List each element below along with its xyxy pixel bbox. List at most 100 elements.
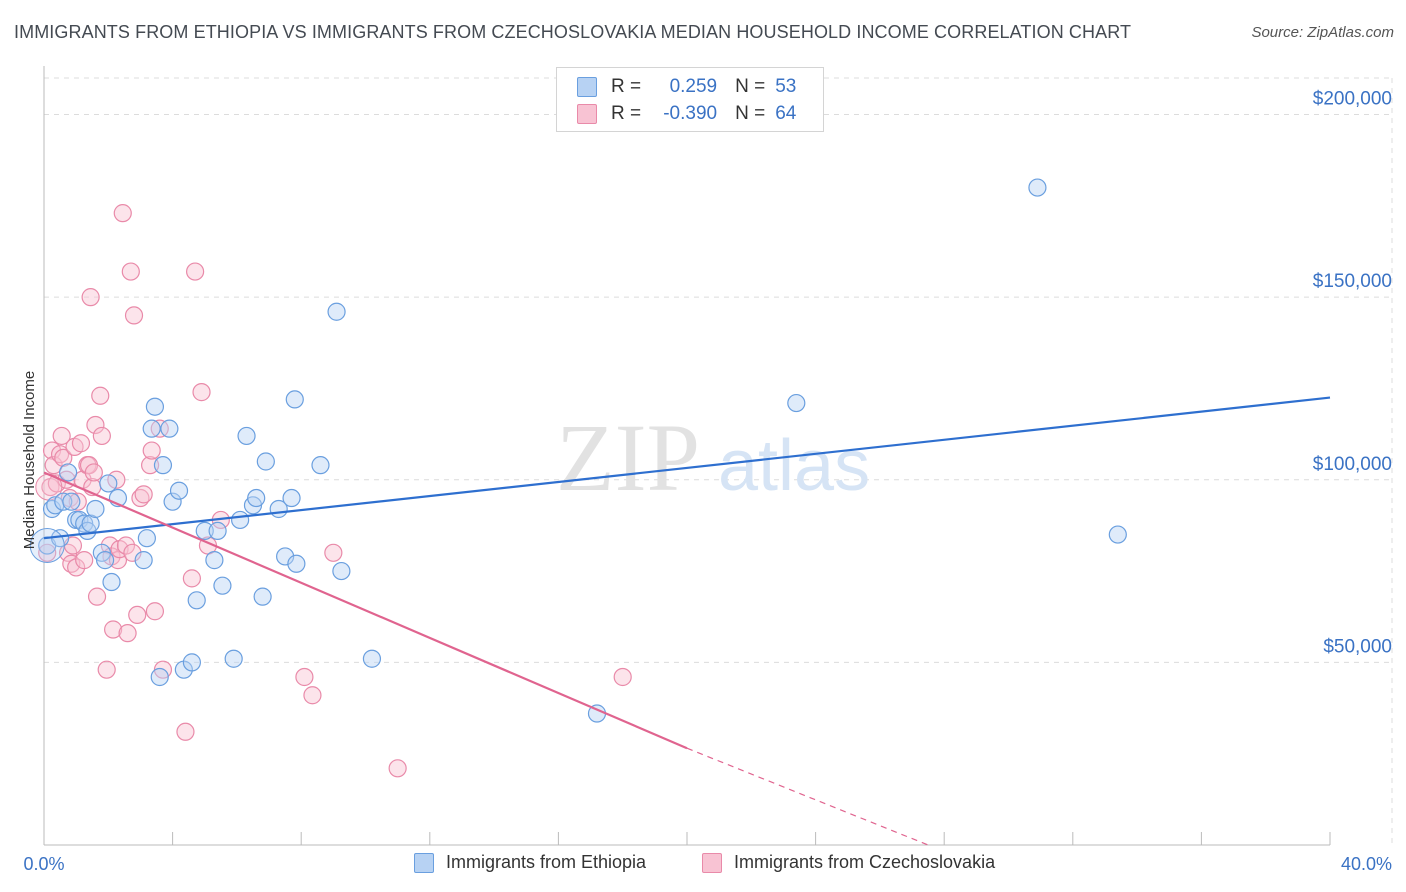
czechoslovakia-point: [75, 551, 94, 570]
ethiopia-point: [142, 419, 161, 438]
ethiopia-point: [195, 521, 214, 540]
czechoslovakia-point: [182, 569, 201, 588]
czechoslovakia-point: [91, 386, 110, 405]
bottom-legend-label-czechoslovakia: Immigrants from Czechoslovakia: [734, 852, 996, 872]
tick-labels: $50,000 $100,000 $150,000 $200,000 0.0% 40.0%: [23, 89, 1392, 874]
czechoslovakia-point: [140, 456, 160, 475]
source-label: Source: ZipAtlas.com: [1251, 24, 1394, 41]
watermark-atlas: atlas: [718, 426, 870, 506]
czechoslovakia-point: [113, 204, 132, 223]
ethiopia-point: [231, 510, 250, 530]
czechoslovakia-point: [87, 587, 107, 606]
czechoslovakia-point: [124, 306, 144, 325]
czechoslovakia-point: [192, 383, 211, 402]
ethiopia-trend-line: [43, 396, 1331, 540]
ethiopia-point: [332, 561, 351, 581]
czechoslovakia-point: [121, 262, 140, 281]
czechoslovakia-point: [38, 543, 57, 562]
ethiopia-point: [224, 649, 243, 668]
czechoslovakia-point: [295, 667, 314, 687]
ethiopia-point: [276, 547, 295, 566]
trend-lines: [43, 396, 1331, 846]
ethiopia-point: [213, 576, 232, 595]
czechoslovakia-point: [52, 426, 71, 446]
axes: [43, 66, 1331, 846]
czechoslovakia-point: [186, 262, 205, 281]
ethiopia-point: [137, 529, 156, 548]
bottom-legend-swatch-czechoslovakia: [702, 852, 722, 873]
czechoslovakia-point: [123, 543, 142, 562]
ethiopia-point: [247, 488, 266, 508]
y-tick-label: $150,000: [1313, 271, 1392, 292]
czechoslovakia-point: [118, 624, 137, 643]
ethiopia-point: [208, 521, 227, 540]
ethiopia-point: [237, 426, 256, 446]
ethiopia-point: [282, 488, 301, 508]
ethiopia-point: [99, 474, 118, 493]
legend-swatch-ethiopia: [577, 77, 597, 97]
czechoslovakia-point: [145, 602, 165, 621]
legend-r-label: R =: [611, 76, 642, 97]
ethiopia-point: [182, 653, 201, 672]
czechoslovakia-point: [116, 536, 136, 555]
ethiopia-point: [205, 551, 224, 570]
ethiopia-point: [1108, 525, 1127, 544]
ethiopia-point: [160, 419, 179, 438]
czechoslovakia-point: [97, 660, 116, 679]
czechoslovakia-point: [324, 543, 343, 562]
czechoslovakia-point: [176, 722, 195, 741]
czechoslovakia-point: [104, 620, 123, 639]
czechoslovakia-trend-extension: [686, 747, 929, 846]
czechoslovakia-point: [68, 492, 87, 511]
ethiopia-point: [153, 456, 173, 475]
legend-n-label: N =: [735, 103, 766, 124]
czechoslovakia-point: [128, 605, 147, 625]
legend-n-label: N =: [735, 76, 766, 97]
czechoslovakia-points: [35, 204, 632, 778]
y-tick-label: $50,000: [1323, 636, 1392, 657]
ethiopia-point: [285, 390, 304, 409]
bottom-legend-ethiopia: Immigrants from Ethiopia: [414, 852, 646, 873]
legend: R = 0.259 N = 53 R = -0.390 N = 64: [556, 67, 824, 132]
legend-row-czechoslovakia: R = -0.390 N = 64: [577, 101, 796, 127]
ethiopia-point: [787, 393, 806, 413]
legend-r-value: 0.259: [669, 76, 718, 97]
czechoslovakia-point: [92, 426, 111, 446]
ethiopia-point: [150, 667, 169, 687]
legend-row-ethiopia: R = 0.259 N = 53: [577, 74, 796, 100]
bottom-legend-czechoslovakia: Immigrants from Czechoslovakia: [702, 852, 995, 873]
czechoslovakia-point: [44, 456, 63, 475]
ethiopia-point: [253, 587, 272, 606]
czechoslovakia-point: [54, 448, 73, 467]
ethiopia-points: [29, 178, 1127, 723]
ethiopia-point: [62, 492, 81, 511]
czechoslovakia-point: [71, 434, 91, 453]
y-tick-label: $200,000: [1313, 89, 1392, 110]
ethiopia-point: [95, 551, 115, 570]
chart-title: IMMIGRANTS FROM ETHIOPIA VS IMMIGRANTS F…: [14, 22, 1132, 42]
ethiopia-point: [169, 481, 189, 500]
ethiopia-point: [287, 554, 306, 573]
ethiopia-point: [362, 649, 382, 668]
ethiopia-point: [327, 302, 346, 321]
y-axis-label: Median Household Income: [21, 371, 38, 549]
czechoslovakia-trend-line: [43, 471, 688, 750]
czechoslovakia-point: [84, 463, 103, 482]
ethiopia-point: [86, 499, 105, 519]
ethiopia-point: [102, 572, 121, 592]
czechoslovakia-point: [303, 686, 322, 705]
grid-lines: [44, 77, 1393, 845]
watermark-zip: ZIP: [556, 404, 700, 511]
czechoslovakia-point: [388, 759, 407, 778]
x-tick-label: 0.0%: [23, 854, 64, 874]
bottom-legend-label-ethiopia: Immigrants from Ethiopia: [446, 852, 647, 872]
watermark: ZIP atlas: [556, 404, 870, 511]
ethiopia-point: [256, 452, 275, 471]
legend-r-value: -0.390: [663, 103, 718, 124]
ethiopia-point: [59, 463, 78, 482]
x-tick-label: 40.0%: [1341, 854, 1392, 874]
ethiopia-point: [311, 456, 330, 475]
czechoslovakia-point: [142, 441, 161, 460]
bottom-legend-swatch-ethiopia: [414, 852, 434, 873]
